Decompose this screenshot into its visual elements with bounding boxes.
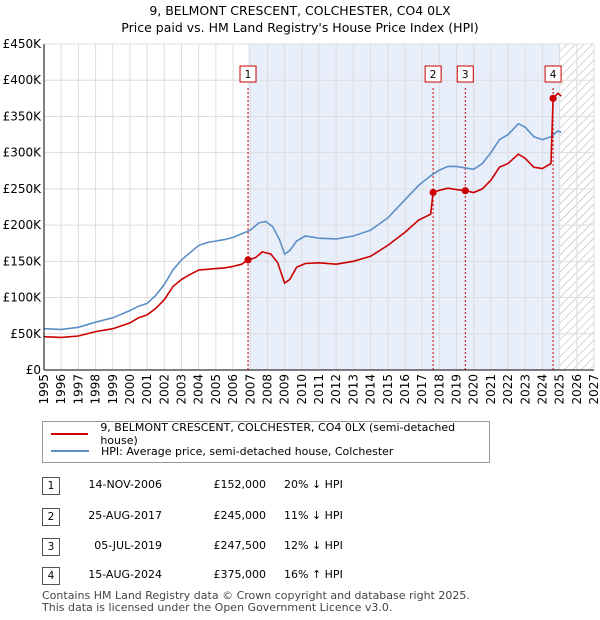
legend: 9, BELMONT CRESCENT, COLCHESTER, CO4 0LX…	[42, 421, 490, 463]
series-line	[43, 122, 562, 331]
price-chart: £0 £50K £100K £150K £200K £250K £300K £350K £400…	[3, 37, 600, 405]
sale-box-label: 4	[550, 69, 557, 81]
sale-point	[429, 188, 437, 197]
x-tick-label: 2002	[157, 374, 171, 405]
sale-price: £152,000	[213, 478, 267, 491]
x-tick-label: 2022	[501, 374, 515, 405]
sale-price: £375,000	[213, 568, 267, 581]
x-tick-label: 2009	[278, 374, 292, 405]
sale-point	[244, 256, 252, 264]
x-tick-label: 1997	[71, 374, 85, 405]
x-tick-label: 2003	[175, 374, 189, 405]
sale-box	[239, 65, 257, 83]
sale-box	[544, 65, 562, 83]
sale-row: 1 14-NOV-2006 £152,000 20% ↓ HPI	[0, 477, 600, 497]
x-tick-label: 2015	[381, 374, 395, 405]
x-tick-label: 2016	[398, 374, 412, 405]
x-tick-label: 2012	[329, 374, 343, 405]
x-tick-label: 2007	[243, 374, 257, 405]
sale-box-label: 2	[430, 69, 437, 81]
x-tick-label: 2000	[123, 374, 137, 405]
x-tick-label: 2017	[415, 374, 429, 405]
x-tick-label: 2024	[535, 374, 549, 405]
x-tick-label: 1995	[37, 374, 51, 405]
footer-copyright: Contains HM Land Registry data © Crown c…	[42, 589, 470, 602]
x-tick-label: 2025	[553, 374, 567, 405]
sale-hpi-diff: 16% ↑ HPI	[284, 568, 343, 581]
y-tick-label: £200K	[3, 218, 43, 232]
sale-marker: 2	[42, 508, 60, 526]
sale-marker: 1	[42, 477, 60, 495]
x-tick-label: 2005	[209, 374, 223, 405]
sale-hpi-diff: 12% ↓ HPI	[284, 539, 343, 552]
x-tick-label: 2011	[312, 374, 326, 405]
owned-period-shade	[248, 44, 560, 370]
x-tick-label: 1999	[106, 374, 120, 405]
x-tick-label: 2001	[140, 374, 154, 405]
sale-hpi-diff: 11% ↓ HPI	[284, 509, 343, 522]
x-tick-label: 2021	[484, 374, 498, 405]
sale-date: 15-AUG-2024	[88, 568, 162, 581]
sale-box	[456, 65, 474, 83]
sale-marker: 4	[42, 567, 60, 585]
x-tick-label: 2023	[518, 374, 532, 405]
x-tick-label: 1998	[89, 374, 103, 405]
y-tick-label: £350K	[3, 109, 43, 123]
x-tick-label: 2004	[192, 374, 206, 405]
y-tick-label: £300K	[3, 146, 43, 160]
sale-price: £247,500	[213, 539, 267, 552]
legend-item-hpi: HPI: Average price, semi-detached house,…	[51, 443, 393, 459]
sale-row: 4 15-AUG-2024 £375,000 16% ↑ HPI	[0, 567, 600, 587]
sale-row: 2 25-AUG-2017 £245,000 11% ↓ HPI	[0, 508, 600, 528]
y-tick-label: £0	[26, 363, 41, 377]
x-tick-label: 1996	[54, 374, 68, 405]
sale-box-label: 3	[462, 69, 469, 81]
sale-point	[549, 94, 557, 102]
sale-hpi-diff: 20% ↓ HPI	[284, 478, 343, 491]
y-tick-label: £450K	[3, 37, 43, 51]
sale-date: 05-JUL-2019	[94, 539, 162, 552]
sale-date: 25-AUG-2017	[88, 509, 162, 522]
legend-item-property: 9, BELMONT CRESCENT, COLCHESTER, CO4 0LX…	[51, 421, 489, 447]
chart-title: 9, BELMONT CRESCENT, COLCHESTER, CO4 0LX	[149, 3, 451, 18]
sale-date: 14-NOV-2006	[88, 478, 162, 491]
x-tick-label: 2027	[587, 374, 600, 405]
y-tick-label: £100K	[3, 291, 43, 305]
x-tick-label: 2008	[260, 374, 274, 405]
sale-row: 3 05-JUL-2019 £247,500 12% ↓ HPI	[0, 538, 600, 558]
legend-swatch-blue	[51, 450, 89, 452]
y-tick-label: £400K	[3, 73, 43, 87]
x-tick-label: 2013	[346, 374, 360, 405]
x-tick-label: 2018	[432, 374, 446, 405]
y-tick-label: £150K	[3, 254, 43, 268]
sale-box	[424, 65, 442, 83]
x-tick-label: 2026	[570, 374, 584, 405]
footer-licence: This data is licensed under the Open Gov…	[42, 601, 393, 614]
x-tick-label: 2006	[226, 374, 240, 405]
legend-swatch-red	[51, 433, 89, 435]
legend-label-hpi: HPI: Average price, semi-detached house,…	[101, 444, 394, 458]
sale-point	[461, 187, 469, 195]
legend-label-property: 9, BELMONT CRESCENT, COLCHESTER, CO4 0LX…	[100, 421, 456, 447]
chart-subtitle: Price paid vs. HM Land Registry's House …	[121, 20, 479, 35]
y-tick-label: £50K	[10, 327, 42, 341]
x-tick-label: 2010	[295, 374, 309, 405]
x-tick-label: 2014	[364, 374, 378, 405]
sale-marker: 3	[42, 538, 60, 556]
x-tick-label: 2019	[450, 374, 464, 405]
x-tick-label: 2020	[467, 374, 481, 405]
y-tick-label: £250K	[3, 182, 43, 196]
sale-box-label: 1	[245, 69, 252, 81]
series-line	[43, 92, 562, 339]
sale-price: £245,000	[213, 509, 267, 522]
